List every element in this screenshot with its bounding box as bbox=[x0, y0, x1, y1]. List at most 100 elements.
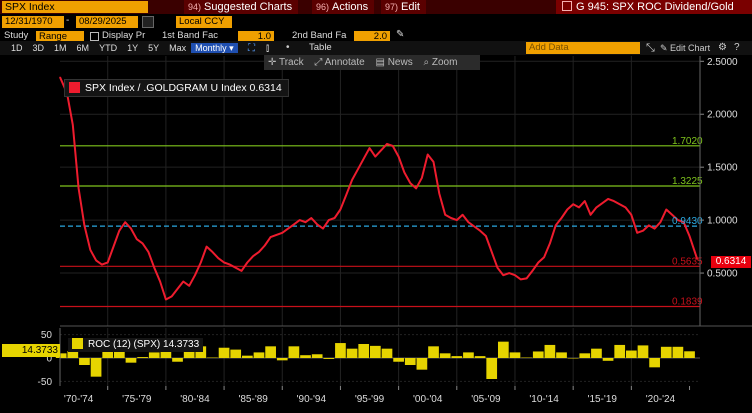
ratio-point bbox=[671, 214, 673, 216]
lower-y-axis: 50 0 -50 bbox=[38, 328, 61, 388]
roc-bar bbox=[79, 358, 90, 365]
edit-chart-button[interactable]: ✎ Edit Chart bbox=[660, 43, 711, 53]
ratio-point bbox=[555, 224, 557, 227]
suggested-charts-menu[interactable]: 94) Suggested Charts bbox=[184, 0, 299, 14]
pencil-icon[interactable]: ✎ bbox=[396, 29, 405, 40]
x-tick-label: '80-'84 bbox=[180, 394, 210, 405]
ratio-point bbox=[502, 274, 504, 276]
frequency-dropdown[interactable]: Monthly ▾ bbox=[191, 43, 238, 53]
track-button[interactable]: ✛ Track bbox=[268, 57, 304, 68]
x-tick-label: '70-'74 bbox=[64, 394, 94, 405]
title-icon bbox=[562, 1, 572, 11]
expand-icon[interactable]: ⤡ bbox=[646, 42, 655, 54]
band1-input[interactable]: 1.0 bbox=[238, 31, 274, 43]
more-icon[interactable]: • bbox=[286, 42, 290, 53]
roc-bar bbox=[311, 354, 323, 358]
ratio-point bbox=[677, 219, 679, 221]
ratio-point bbox=[572, 203, 574, 205]
bar-chart-icon[interactable]: ⫾ bbox=[266, 43, 270, 54]
x-tick-label: '00-'04 bbox=[413, 394, 443, 405]
tab-3d[interactable]: 3D bbox=[32, 43, 45, 53]
roc-bar bbox=[428, 346, 439, 358]
main-legend[interactable]: SPX Index / .GOLDGRAM U Index 0.6314 bbox=[64, 79, 289, 97]
line-chart-icon[interactable]: ⛶ bbox=[248, 43, 255, 54]
tab-1d[interactable]: 1D bbox=[11, 43, 23, 53]
roc-bar bbox=[369, 345, 381, 358]
ratio-point bbox=[403, 171, 406, 174]
legend-swatch-red bbox=[69, 82, 80, 93]
ratio-point bbox=[374, 155, 376, 158]
table-button[interactable]: Table bbox=[309, 42, 332, 53]
ratio-point bbox=[188, 285, 190, 287]
display-checkbox[interactable] bbox=[90, 32, 99, 41]
ratio-point bbox=[240, 270, 243, 272]
roc-bar bbox=[335, 343, 346, 358]
tab-1y[interactable]: 1Y bbox=[127, 43, 139, 53]
ratio-point bbox=[473, 225, 475, 228]
roc-bar bbox=[660, 346, 672, 358]
band-labels: 1.7020 1.3225 0.9430 0.5635 0.1839 bbox=[672, 136, 703, 308]
calendar-icon[interactable] bbox=[142, 16, 154, 28]
roc-legend[interactable]: ROC (12) (SPX) 14.3733 bbox=[68, 338, 204, 352]
roc-bar bbox=[253, 352, 265, 358]
tab-max[interactable]: Max bbox=[169, 43, 187, 53]
roc-bar bbox=[276, 358, 288, 361]
ticker-field[interactable]: SPX Index bbox=[2, 1, 148, 13]
ratio-point bbox=[450, 217, 452, 219]
ratio-point bbox=[560, 217, 563, 219]
roc-bar bbox=[288, 346, 300, 358]
add-data-input[interactable]: Add Data bbox=[526, 42, 640, 54]
tab-6m[interactable]: 6M bbox=[76, 43, 90, 53]
roc-bar bbox=[358, 344, 370, 358]
band-label: 0.5635 bbox=[672, 256, 703, 267]
ratio-point bbox=[427, 153, 429, 156]
band2-input[interactable]: 2.0 bbox=[354, 31, 390, 43]
y-tick-label: 2.0000 bbox=[707, 110, 738, 121]
annotate-button[interactable]: ⤢ Annotate bbox=[314, 57, 365, 68]
roc-bar bbox=[241, 355, 253, 358]
ratio-point bbox=[578, 206, 580, 209]
end-date-field[interactable]: 08/29/2025 bbox=[76, 16, 138, 28]
x-tick-label: '05-'09 bbox=[471, 394, 501, 405]
ratio-series bbox=[59, 76, 699, 301]
ratio-point bbox=[595, 206, 598, 209]
ratio-point bbox=[665, 208, 667, 211]
ratio-point bbox=[334, 217, 336, 219]
ratio-point bbox=[531, 270, 534, 272]
zoom-button[interactable]: ⌕ Zoom bbox=[423, 57, 458, 68]
ratio-point bbox=[514, 274, 516, 276]
help-icon[interactable]: ? bbox=[734, 42, 740, 53]
tab-1m[interactable]: 1M bbox=[54, 43, 67, 53]
ratio-point bbox=[153, 267, 155, 269]
start-date-field[interactable]: 12/31/1970 bbox=[2, 16, 64, 28]
ratio-point bbox=[246, 261, 248, 264]
roc-bar bbox=[486, 358, 498, 379]
ratio-point bbox=[357, 168, 359, 170]
ticker-text: SPX Index bbox=[5, 1, 55, 13]
ratio-point bbox=[287, 227, 289, 230]
ratio-point bbox=[136, 238, 138, 240]
news-button[interactable]: ▤ News bbox=[375, 57, 413, 68]
settings-icon[interactable]: ⚙ bbox=[718, 42, 727, 53]
ratio-point bbox=[648, 224, 650, 227]
roc-bar bbox=[160, 348, 172, 358]
currency-dropdown[interactable]: Local CCY bbox=[176, 16, 232, 28]
actions-menu[interactable]: 96) Actions bbox=[312, 0, 375, 14]
ratio-point bbox=[386, 143, 388, 145]
roc-bar bbox=[439, 353, 451, 358]
roc-bar bbox=[195, 346, 207, 358]
ratio-point bbox=[520, 278, 522, 281]
roc-bar bbox=[474, 356, 486, 358]
ratio-point bbox=[281, 232, 283, 234]
edit-menu[interactable]: 97) Edit bbox=[381, 0, 426, 14]
y-tick-label: 0.5000 bbox=[707, 269, 738, 280]
roc-bar bbox=[137, 357, 148, 358]
ratio-point bbox=[636, 232, 638, 234]
tab-5y[interactable]: 5Y bbox=[148, 43, 160, 53]
band-label: 1.7020 bbox=[672, 136, 703, 147]
chart-area[interactable]: 1.7020 1.3225 0.9430 0.5635 0.1839 0.5000 1.0… bbox=[0, 55, 752, 413]
tab-ytd[interactable]: YTD bbox=[99, 43, 118, 53]
ratio-point bbox=[293, 223, 295, 225]
ratio-point bbox=[229, 263, 231, 266]
ratio-point bbox=[118, 230, 120, 232]
